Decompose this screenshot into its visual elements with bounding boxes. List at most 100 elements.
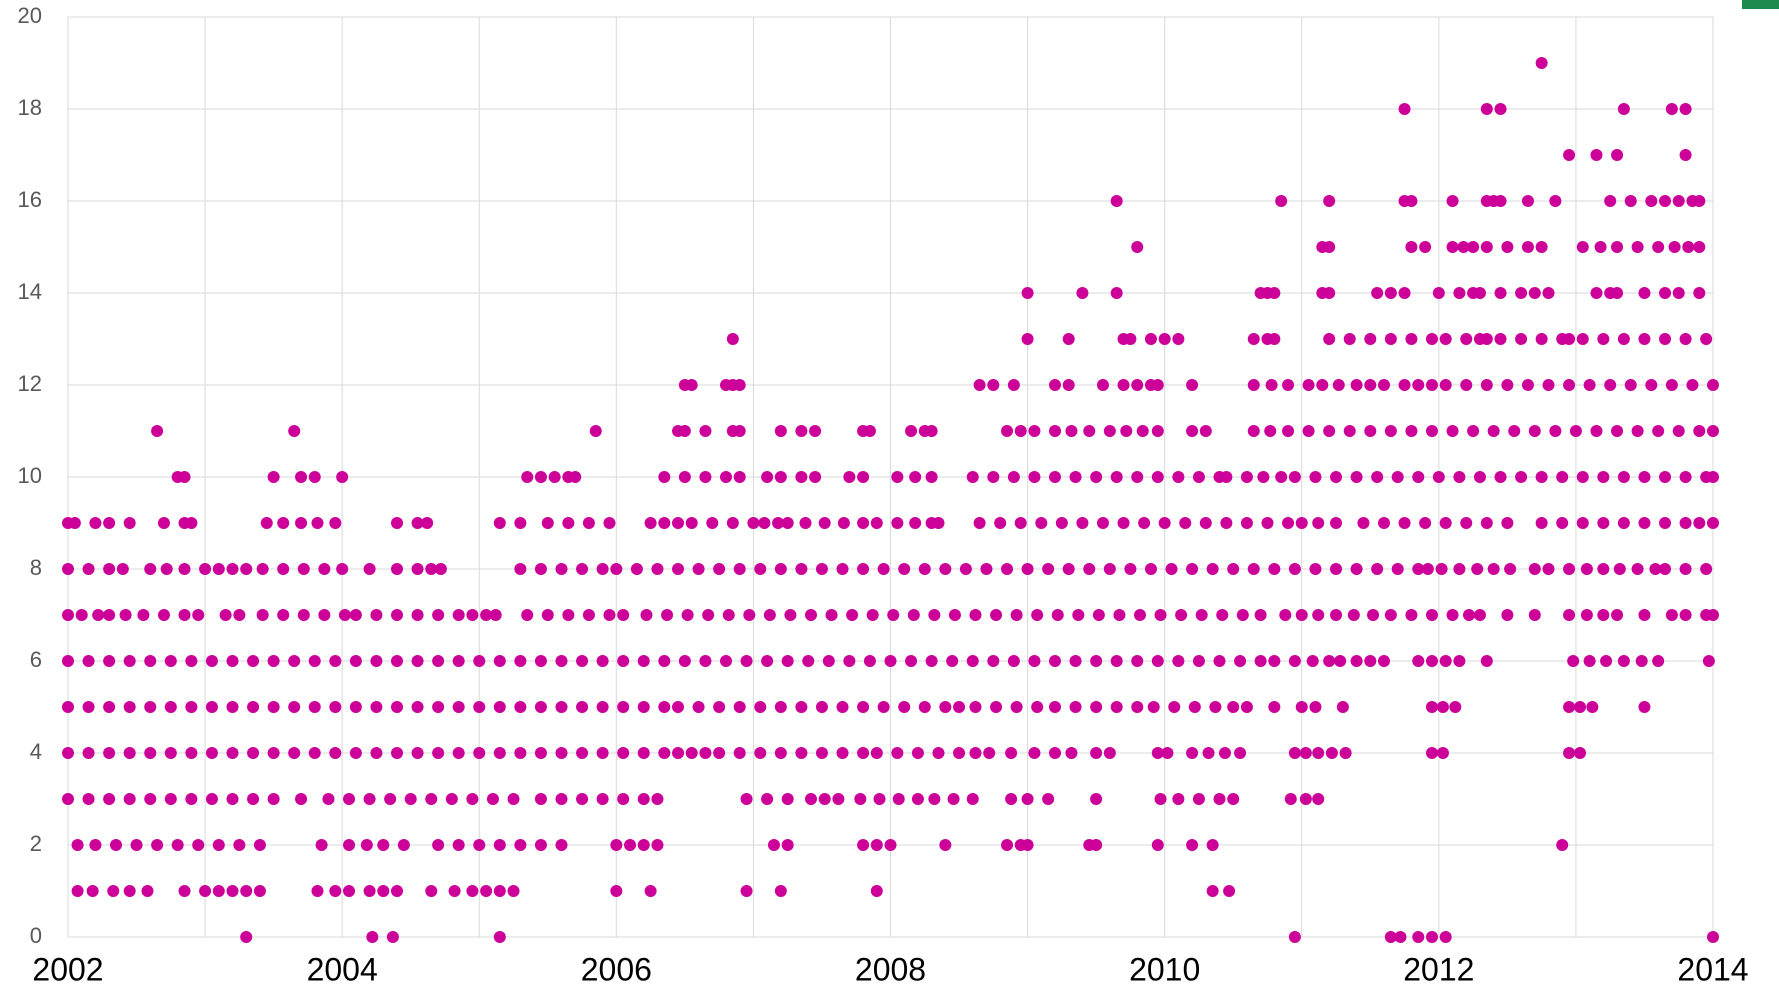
point — [1154, 609, 1167, 621]
point — [1597, 333, 1610, 345]
point — [1144, 563, 1157, 575]
point — [1264, 425, 1277, 437]
point — [1515, 287, 1528, 299]
point — [107, 885, 120, 897]
point — [473, 839, 486, 851]
point — [1425, 425, 1438, 437]
point — [432, 701, 445, 713]
y-tick-label: 0 — [30, 923, 42, 948]
point — [1535, 241, 1548, 253]
point — [973, 517, 986, 529]
point — [596, 655, 609, 667]
point — [1195, 609, 1208, 621]
point — [185, 701, 198, 713]
point — [1649, 563, 1662, 575]
point — [1188, 701, 1201, 713]
point — [164, 701, 177, 713]
point — [980, 563, 993, 575]
point — [637, 793, 650, 805]
point — [109, 839, 122, 851]
point — [1172, 471, 1185, 483]
point — [1199, 425, 1212, 437]
point — [892, 793, 905, 805]
point — [884, 839, 897, 851]
point — [1268, 655, 1281, 667]
point — [103, 747, 116, 759]
point — [610, 839, 623, 851]
point — [1014, 517, 1027, 529]
point — [1172, 655, 1185, 667]
point — [640, 609, 653, 621]
point — [432, 609, 445, 621]
point — [1076, 517, 1089, 529]
point — [1563, 747, 1576, 759]
point — [1001, 563, 1014, 575]
point — [1268, 563, 1281, 575]
point — [576, 563, 589, 575]
point — [887, 609, 900, 621]
point — [1312, 517, 1325, 529]
point — [1638, 333, 1651, 345]
point — [534, 839, 547, 851]
point — [1186, 425, 1199, 437]
point — [1288, 655, 1301, 667]
point — [82, 793, 95, 805]
point — [1563, 563, 1576, 575]
point — [1323, 655, 1336, 667]
point — [624, 839, 637, 851]
point — [1597, 517, 1610, 529]
point — [733, 471, 746, 483]
point — [1693, 195, 1706, 207]
point — [818, 793, 831, 805]
point — [1284, 793, 1297, 805]
point — [1282, 517, 1295, 529]
point — [1405, 241, 1418, 253]
point — [360, 839, 373, 851]
point — [391, 747, 403, 759]
point — [247, 793, 260, 805]
point — [1700, 563, 1713, 575]
point — [802, 655, 815, 667]
point — [870, 839, 883, 851]
y-tick-label: 6 — [30, 647, 42, 672]
x-tick-label: 2008 — [855, 951, 926, 987]
point — [1288, 563, 1301, 575]
point — [267, 471, 280, 483]
point — [576, 747, 589, 759]
point — [92, 609, 105, 621]
point — [434, 563, 447, 575]
point — [863, 655, 876, 667]
point — [1535, 57, 1548, 69]
point — [240, 885, 253, 897]
point — [1652, 655, 1665, 667]
point — [685, 517, 698, 529]
point — [71, 885, 84, 897]
point — [1707, 425, 1719, 437]
point — [82, 655, 95, 667]
point — [1336, 701, 1349, 713]
point — [1574, 747, 1587, 759]
point — [685, 747, 698, 759]
point — [1631, 241, 1644, 253]
point — [596, 793, 609, 805]
point — [877, 701, 890, 713]
point — [1412, 379, 1425, 391]
point — [953, 747, 966, 759]
point — [637, 701, 650, 713]
point — [1597, 471, 1610, 483]
point — [1378, 517, 1390, 529]
point — [740, 793, 753, 805]
point — [1234, 655, 1247, 667]
point — [555, 655, 568, 667]
point — [329, 701, 342, 713]
point — [1254, 655, 1267, 667]
point — [658, 655, 671, 667]
point — [1436, 701, 1449, 713]
point — [596, 701, 609, 713]
point — [1350, 563, 1363, 575]
point — [1035, 517, 1048, 529]
point — [1371, 287, 1384, 299]
point — [541, 517, 554, 529]
point — [1597, 609, 1610, 621]
